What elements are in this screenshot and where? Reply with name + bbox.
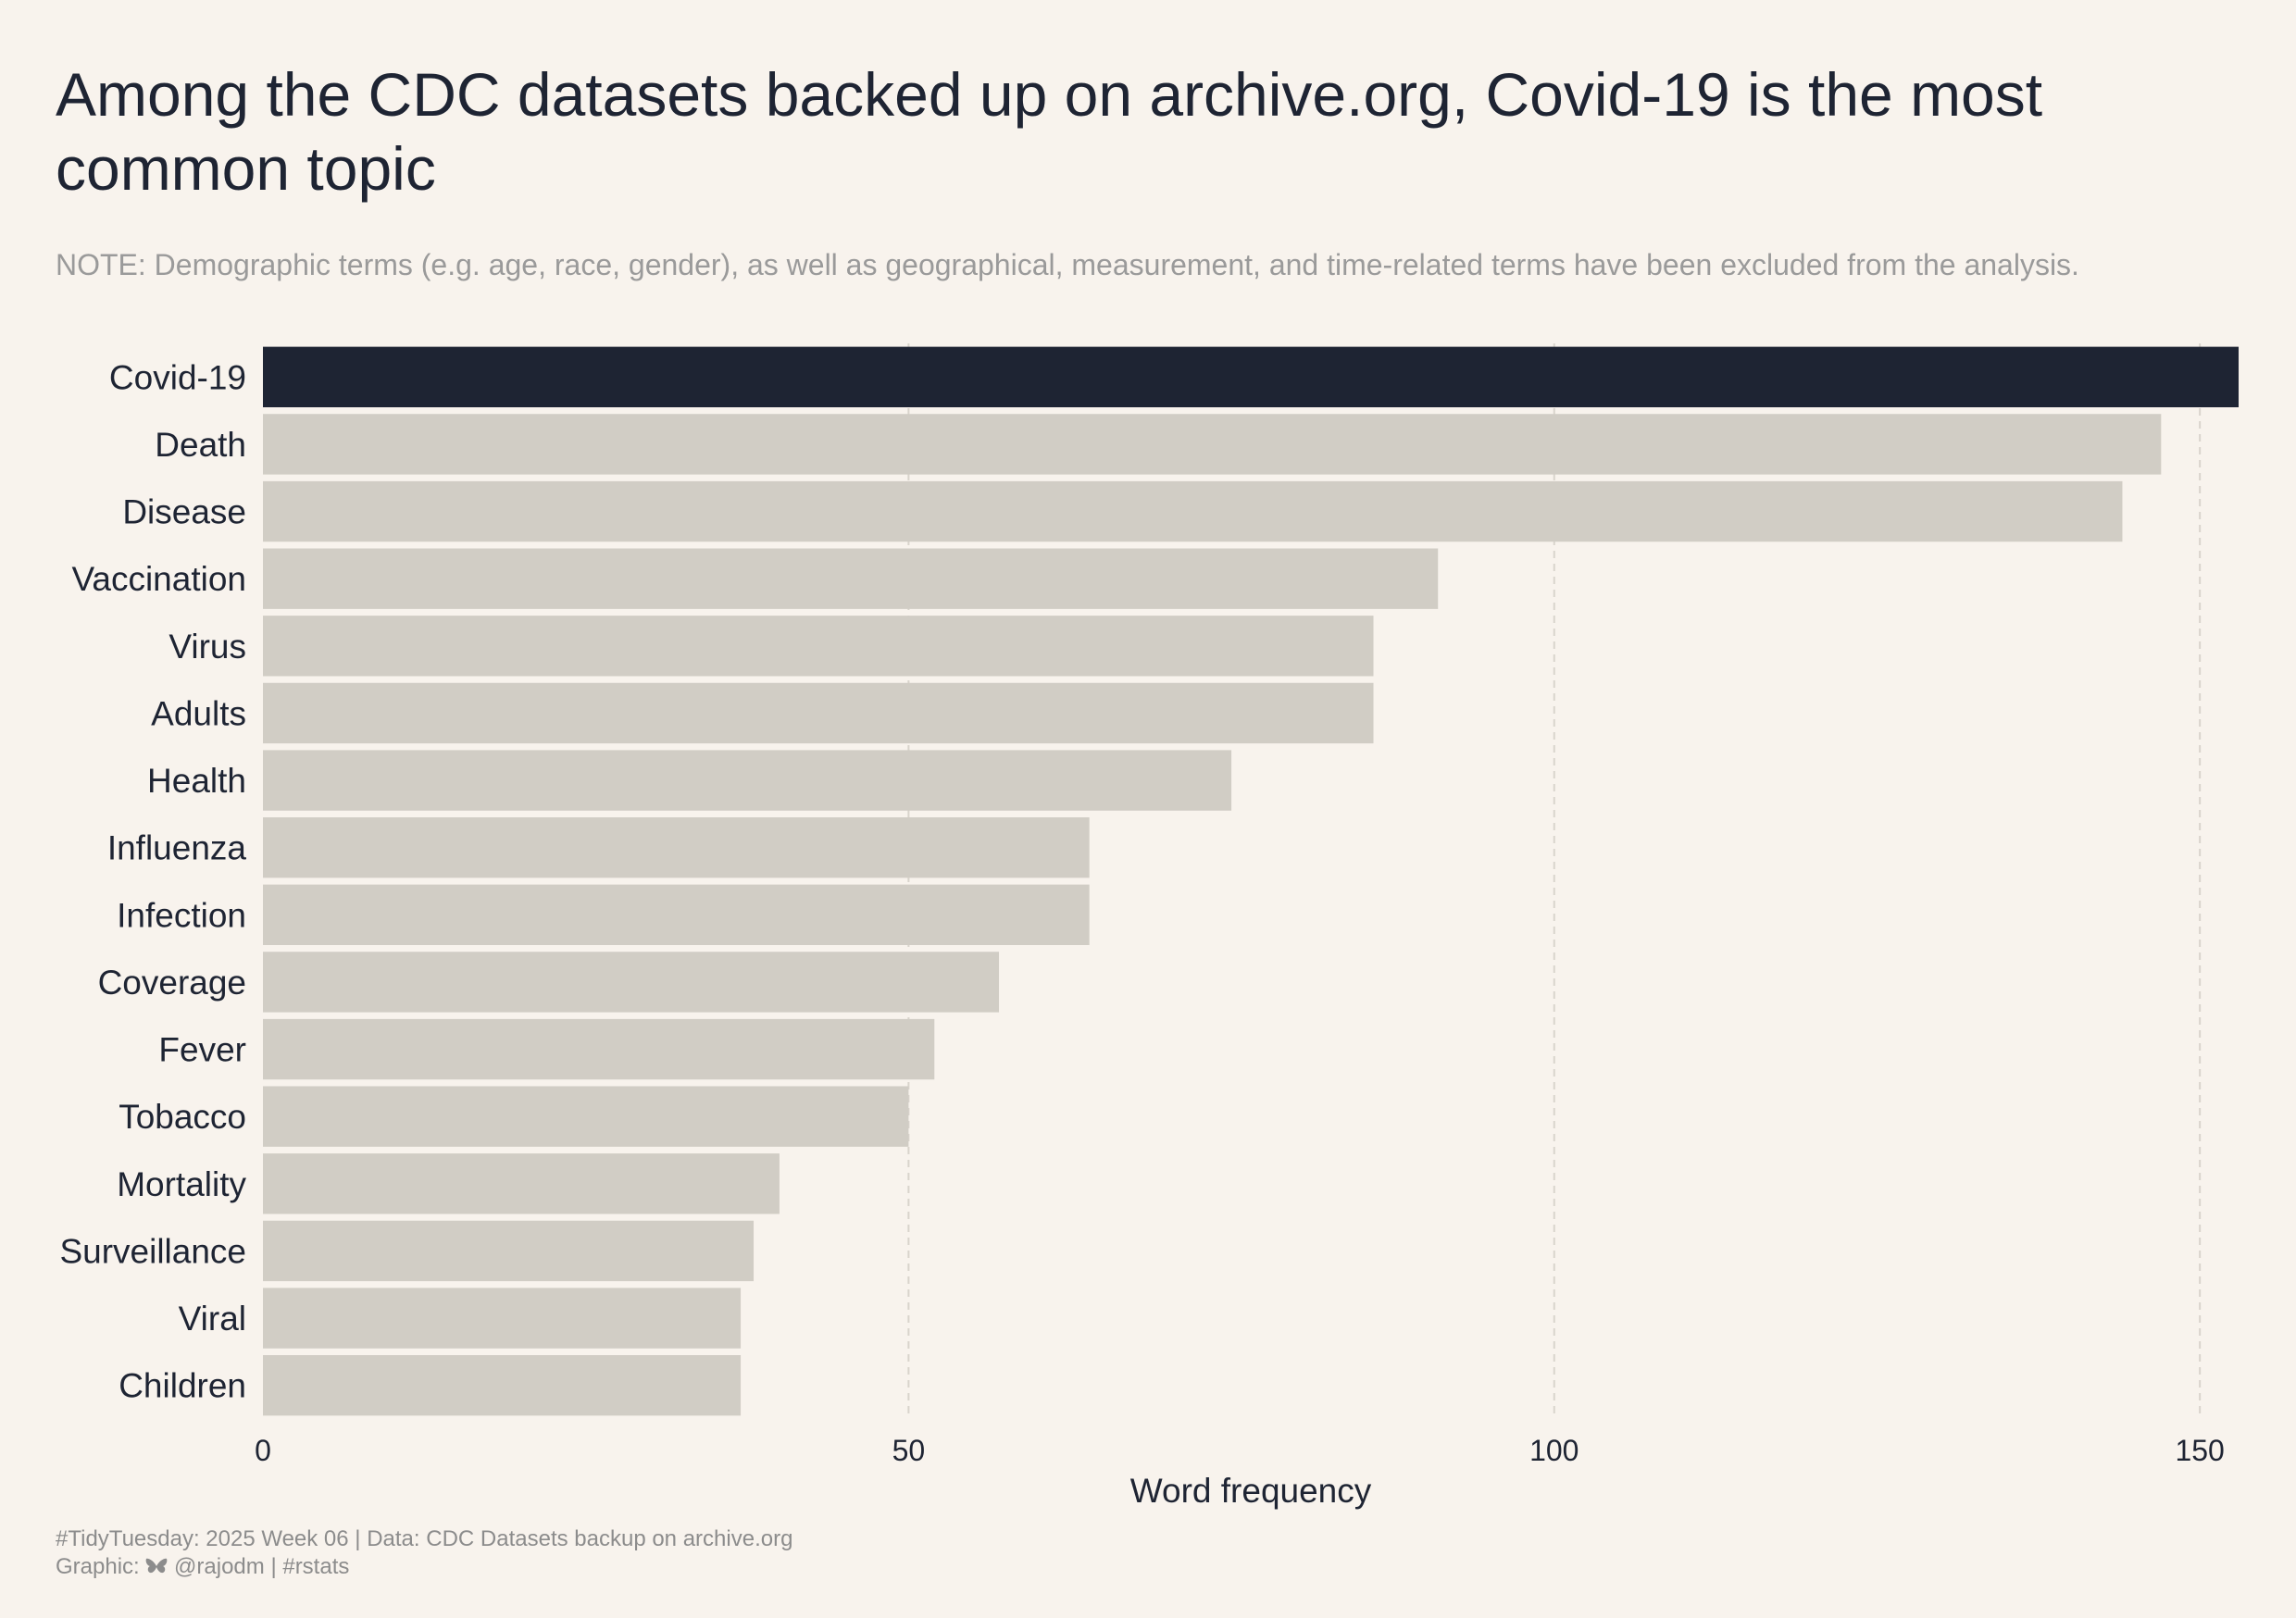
x-axis-label: Word frequency [1130, 1472, 1372, 1510]
caption-author: @rajodm | #rstats [174, 1554, 350, 1579]
caption-graphic-label: Graphic: [56, 1554, 140, 1579]
bar-covid-19 [263, 346, 2239, 407]
category-label: Surveillance [59, 1232, 246, 1270]
caption-line-1: #TidyTuesday: 2025 Week 06 | Data: CDC D… [56, 1526, 793, 1551]
category-label: Covid-19 [109, 358, 246, 396]
chart-title: Among the CDC datasets backed up on arch… [56, 60, 2043, 203]
butterfly-icon [145, 1554, 174, 1579]
bar-fever [263, 1018, 935, 1080]
category-label: Fever [158, 1031, 246, 1069]
category-label: Vaccination [71, 560, 246, 598]
bar-disease [263, 480, 2123, 542]
caption: #TidyTuesday: 2025 Week 06 | Data: CDC D… [56, 1525, 792, 1581]
bars [263, 346, 2239, 1416]
x-tick-label: 100 [1529, 1434, 1578, 1467]
category-label: Mortality [117, 1165, 246, 1203]
bar-vaccination [263, 548, 1439, 609]
category-label: Viral [179, 1300, 246, 1338]
x-axis-ticks: 0 50 100 150 [255, 1434, 2225, 1467]
caption-line-2: Graphic: @rajodm | #rstats [56, 1553, 792, 1581]
bar-virus [263, 616, 1374, 677]
x-tick-label: 50 [892, 1434, 926, 1467]
category-label: Disease [122, 493, 246, 531]
category-label: Coverage [98, 964, 246, 1002]
bar-adults [263, 682, 1374, 744]
bar-chart: Covid-19 Death Disease Vaccination Virus Adul… [59, 343, 2239, 1510]
category-label: Health [147, 762, 246, 800]
bar-health [263, 750, 1232, 811]
bar-children [263, 1355, 742, 1416]
bar-mortality [263, 1153, 780, 1214]
category-labels: Covid-19 Death Disease Vaccination Virus Adul… [59, 358, 246, 1404]
category-label: Virus [168, 628, 246, 666]
bar-tobacco [263, 1086, 909, 1147]
x-tick-label: 0 [255, 1434, 271, 1467]
bar-coverage [263, 952, 1000, 1013]
category-label: Death [155, 426, 246, 464]
category-label: Infection [117, 896, 246, 934]
category-label: Influenza [107, 829, 247, 867]
category-label: Adults [151, 694, 246, 732]
chart-subtitle: NOTE: Demographic terms (e.g. age, race,… [56, 248, 2079, 281]
bar-surveillance [263, 1220, 755, 1282]
bar-infection [263, 884, 1090, 945]
bar-death [263, 414, 2162, 475]
category-label: Children [119, 1367, 246, 1405]
x-tick-label: 150 [2175, 1434, 2224, 1467]
bar-viral [263, 1288, 742, 1349]
category-label: Tobacco [119, 1098, 246, 1136]
bar-influenza [263, 817, 1090, 878]
grid-lines [907, 343, 2202, 1419]
